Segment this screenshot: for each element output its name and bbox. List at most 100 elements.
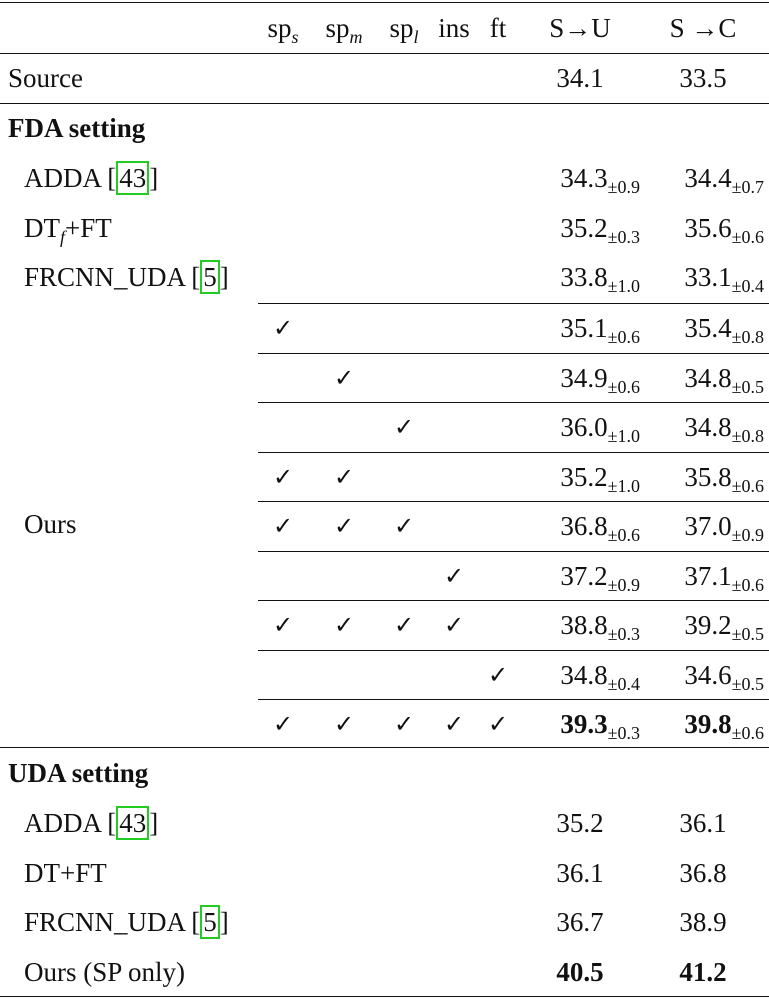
ablation-sc: 39.8±0.6 <box>642 700 764 749</box>
ablation-sc: 37.1±0.6 <box>642 552 764 601</box>
ablation-sc-mean: 35.4 <box>684 313 732 343</box>
check-ft-icon: ✓ <box>487 660 509 689</box>
fda-baseline-sc: 33.1±0.4 <box>642 253 764 302</box>
check-sp-s-icon: ✓ <box>272 611 294 639</box>
ablation-su-std: ±0.6 <box>607 376 640 397</box>
uda-sc: 36.8 <box>642 849 764 898</box>
fda-baseline-name: ADDA [ <box>24 163 117 193</box>
ablation-su-std: ±0.4 <box>607 673 640 694</box>
ablation-row-rule <box>258 402 769 403</box>
ablation-row: ✓ 35.1±0.6 35.4±0.8 <box>0 304 769 353</box>
ablation-su-std: ±0.3 <box>607 624 640 644</box>
ablation-su: 37.2±0.9 <box>520 552 640 601</box>
ablation-su-mean: 38.8 <box>560 610 608 640</box>
ablation-row: ✓ ✓ ✓ 36.8±0.6 37.0±0.9 <box>0 502 769 551</box>
ablation-row-rule <box>258 352 769 354</box>
ablation-sc-std: ±0.8 <box>731 426 764 446</box>
ablation-sc: 35.4±0.8 <box>642 304 764 353</box>
check-sp-l-icon: ✓ <box>393 710 415 738</box>
ablation-sc-mean: 37.0 <box>684 511 732 541</box>
uda-name: ADDA [ <box>24 808 117 838</box>
citation-link[interactable]: 43 <box>116 161 150 195</box>
fda-baseline-label: DTf+FT <box>24 204 112 253</box>
fda-baseline-bracket: ] <box>149 163 159 193</box>
source-rule <box>0 103 769 104</box>
fda-baseline-name: DT <box>24 212 60 243</box>
fda-baseline-su-mean: 33.8 <box>560 262 608 292</box>
header-ft: ft <box>489 13 507 43</box>
header-sp-s: sps <box>267 13 299 47</box>
check-sp-s-icon: ✓ <box>272 314 294 342</box>
uda-row: FRCNN_UDA [5] 36.7 38.9 <box>0 898 769 947</box>
ablation-su: 35.1±0.6 <box>520 304 640 353</box>
citation-link[interactable]: 5 <box>200 905 220 939</box>
uda-sc: 41.2 <box>642 948 764 997</box>
check-sp-m-icon: ✓ <box>333 512 355 540</box>
uda-su-mean: 36.7 <box>556 907 604 937</box>
ablation-su: 35.2±1.0 <box>520 453 640 502</box>
fda-baseline-sc: 35.6±0.6 <box>642 204 764 253</box>
bottom-rule <box>0 996 769 997</box>
fda-section-row: FDA setting <box>0 104 769 153</box>
uda-row: ADDA [43] 35.2 36.1 <box>0 799 769 848</box>
source-s-to-c: 33.5 <box>679 63 727 93</box>
ablation-sc-mean: 39.2 <box>684 610 732 640</box>
uda-section-row: UDA setting <box>0 749 769 798</box>
ablation-sc-std: ±0.6 <box>731 475 764 496</box>
uda-row: DT+FT 36.1 36.8 <box>0 849 769 898</box>
ablation-su: 36.0±1.0 <box>520 403 640 452</box>
ablation-row-rule <box>258 550 769 552</box>
ablation-sc: 37.0±0.9 <box>642 502 764 551</box>
header-sp-m: spm <box>325 13 363 47</box>
source-label: Source <box>8 63 83 93</box>
ablation-su-mean: 37.2 <box>560 560 608 591</box>
check-sp-m-icon: ✓ <box>333 710 355 738</box>
ablation-sc-std: ±0.5 <box>731 376 764 397</box>
fda-baseline-sc: 34.4±0.7 <box>642 154 764 203</box>
fda-baseline-su-mean: 35.2 <box>560 212 608 243</box>
fda-baseline-label: ADDA [43] <box>24 154 158 203</box>
ablation-row: ✓ ✓ 35.2±1.0 35.8±0.6 <box>0 453 769 502</box>
ablation-row: ✓ ✓ ✓ ✓ ✓ 39.3±0.3 39.8±0.6 <box>0 700 769 749</box>
fda-bottom-rule <box>0 747 769 748</box>
check-sp-m-icon: ✓ <box>333 462 355 491</box>
ablation-sc-mean: 34.8 <box>684 362 732 393</box>
fda-baseline-name: FRCNN_UDA [ <box>24 262 201 292</box>
fda-baseline-su-std: ±1.0 <box>607 276 640 296</box>
fda-baseline-sc-std: ±0.4 <box>731 276 764 296</box>
citation-link[interactable]: 5 <box>200 260 220 294</box>
uda-label: DT+FT <box>24 849 107 898</box>
check-sp-s-icon: ✓ <box>272 710 294 738</box>
uda-bracket: ] <box>149 808 159 838</box>
uda-label: Ours (SP only) <box>24 948 185 997</box>
ablation-sc: 35.8±0.6 <box>642 453 764 502</box>
ours-label: Ours <box>24 509 77 539</box>
ablation-su-mean: 34.9 <box>560 362 608 393</box>
ablation-su-mean: 36.8 <box>560 511 608 541</box>
ablation-su-mean: 39.3 <box>560 709 608 739</box>
uda-label: ADDA [43] <box>24 799 158 848</box>
ablation-sc-mean: 35.8 <box>684 461 732 492</box>
ablation-row: ✓ 34.8±0.4 34.6±0.5 <box>0 651 769 700</box>
ours-label-row: Ours <box>0 500 769 549</box>
check-sp-l-icon: ✓ <box>393 611 415 639</box>
ablation-su-mean: 35.1 <box>560 313 608 343</box>
check-sp-s-icon: ✓ <box>272 512 294 540</box>
uda-name: Ours (SP only) <box>24 956 186 987</box>
fda-baseline-su-std: ±0.9 <box>607 177 640 197</box>
ablation-sc-std: ±0.6 <box>731 574 764 595</box>
ablation-su-std: ±0.6 <box>607 525 640 545</box>
uda-su-mean: 35.2 <box>556 808 604 838</box>
fda-baseline-sc-std: ±0.6 <box>731 226 764 247</box>
ablation-sc-mean: 34.8 <box>684 412 732 442</box>
ablation-su-std: ±1.0 <box>607 426 640 446</box>
ablation-row: ✓ 37.2±0.9 37.1±0.6 <box>0 552 769 601</box>
ablation-row-rule <box>258 501 769 502</box>
citation-link[interactable]: 43 <box>116 806 150 840</box>
check-ins-icon: ✓ <box>443 561 465 590</box>
header-rule <box>0 53 769 54</box>
fda-baseline-sc-mean: 35.6 <box>684 212 732 243</box>
ablation-row-rule <box>258 649 769 651</box>
header-s-to-u: S→U <box>549 13 611 43</box>
